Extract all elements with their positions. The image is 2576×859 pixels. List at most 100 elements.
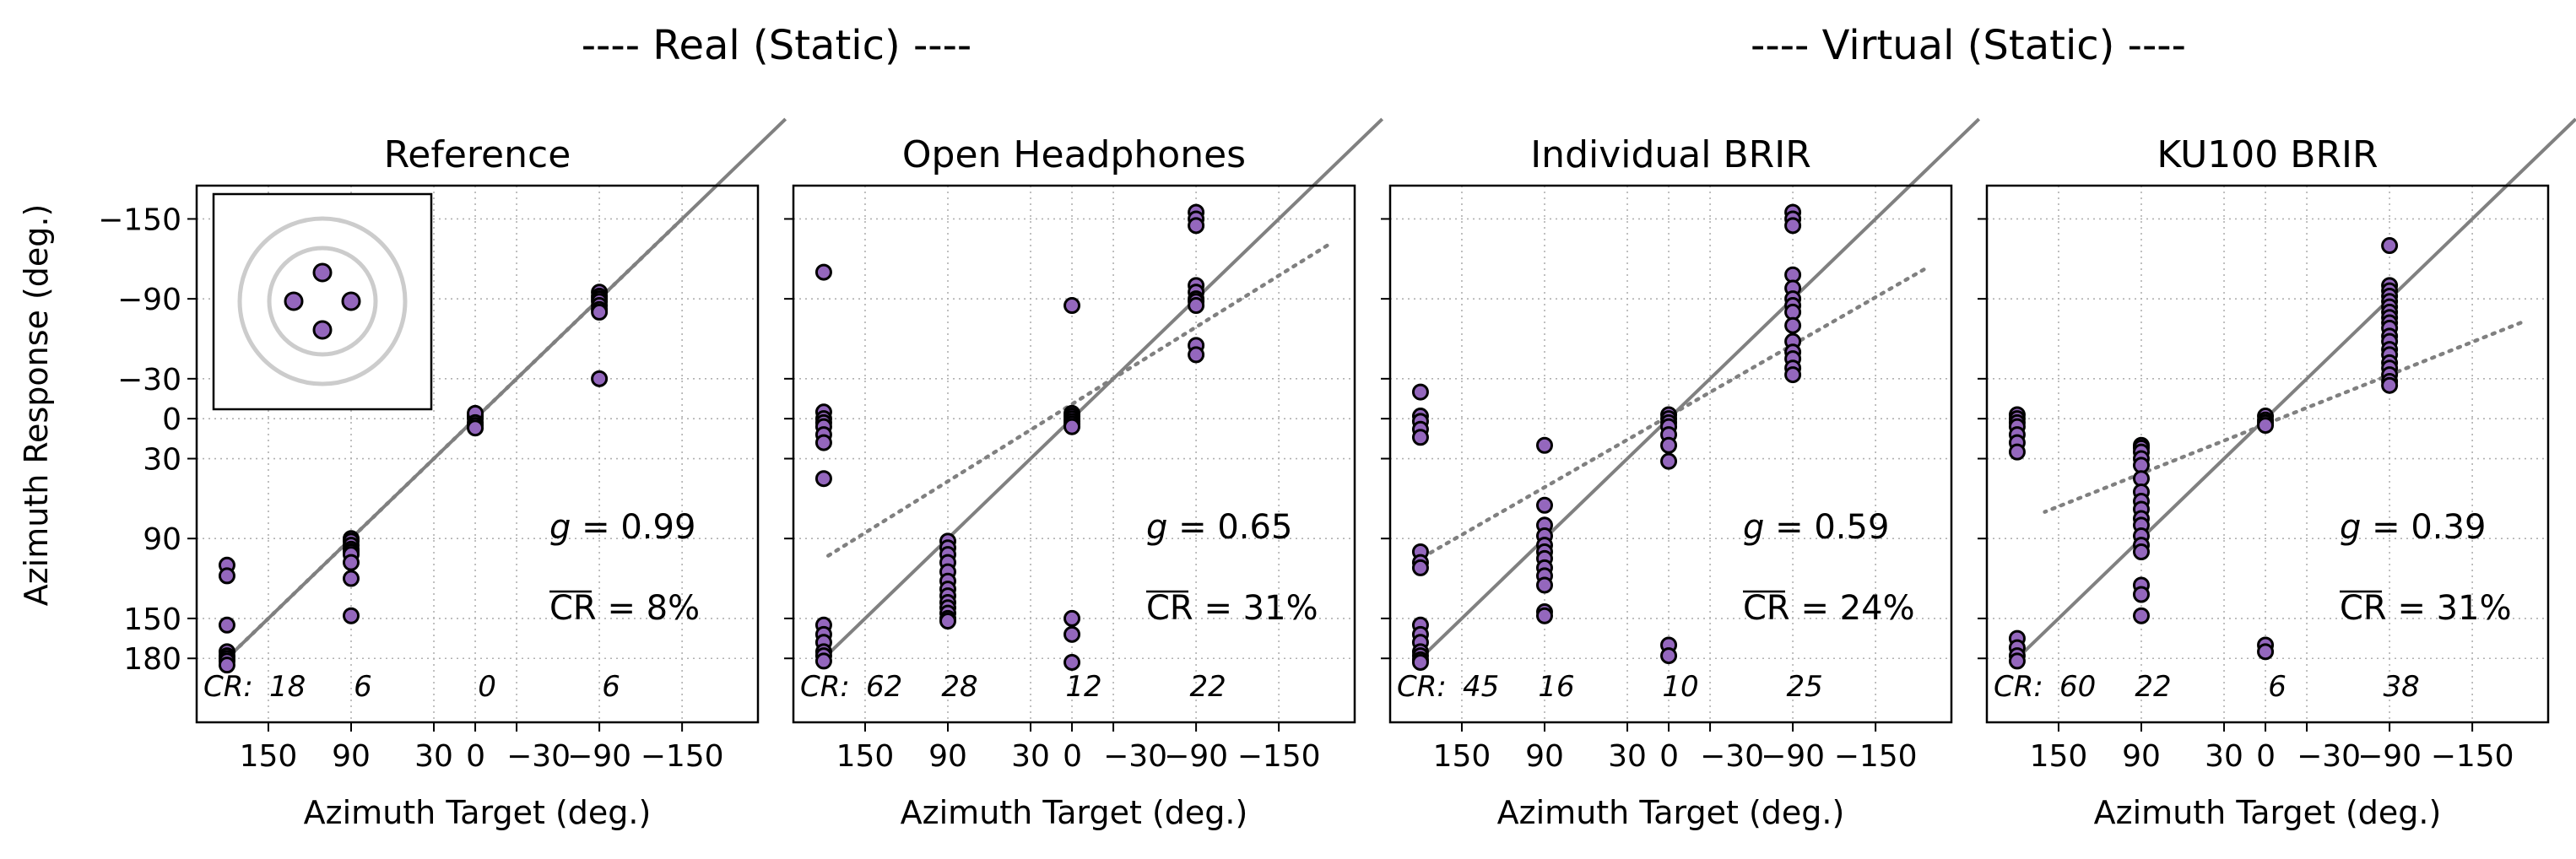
x-axis-label: Azimuth Target (deg.) bbox=[2094, 794, 2442, 831]
x-tick-label: −150 bbox=[2431, 739, 2514, 774]
data-point bbox=[1411, 559, 1429, 576]
data-point bbox=[1660, 647, 1678, 665]
x-tick-label: 0 bbox=[1063, 739, 1082, 774]
cr-count: 6 bbox=[2268, 670, 2286, 704]
x-tick-label: 30 bbox=[1011, 739, 1050, 774]
cr-count: 62 bbox=[866, 670, 902, 704]
x-tick-label: 90 bbox=[928, 739, 967, 774]
data-point bbox=[2132, 607, 2150, 624]
identity-line bbox=[2009, 117, 2576, 667]
gain-annotation: g = 0.39 bbox=[2340, 508, 2486, 547]
x-tick-label: −90 bbox=[567, 739, 631, 774]
data-point bbox=[2132, 543, 2150, 560]
x-tick-label: 150 bbox=[240, 739, 298, 774]
y-tick-label: 150 bbox=[123, 602, 181, 637]
cr-count: 22 bbox=[2135, 670, 2171, 704]
panel-4: KU100 BRIR 150 90 30 0 −30−90 −150 Azimuth Targ… bbox=[1978, 117, 2576, 831]
axes-frame bbox=[792, 184, 1356, 724]
y-tick-label: −150 bbox=[98, 203, 181, 237]
data-point bbox=[1784, 366, 1802, 384]
x-tick-label: 0 bbox=[466, 739, 485, 774]
axes-frame bbox=[1985, 184, 2550, 724]
data-point bbox=[814, 263, 832, 281]
confusion-rate-annotation: CR = 24% bbox=[1743, 589, 1915, 628]
cr-count: 60 bbox=[2059, 670, 2096, 704]
data-point bbox=[1411, 383, 1429, 401]
data-point bbox=[1535, 436, 1553, 454]
cr-count: 6 bbox=[354, 670, 372, 704]
confusion-rate-annotation: CR = 8% bbox=[549, 589, 700, 628]
x-tick-label: 90 bbox=[332, 739, 371, 774]
x-tick-label: 30 bbox=[2205, 739, 2243, 774]
data-point bbox=[467, 419, 484, 437]
x-tick-label: −150 bbox=[641, 739, 724, 774]
gain-annotation: g = 0.99 bbox=[549, 508, 695, 547]
data-point bbox=[1535, 576, 1553, 594]
data-point bbox=[1063, 609, 1081, 627]
data-point bbox=[939, 613, 956, 630]
data-point bbox=[2008, 443, 2026, 461]
data-point bbox=[1784, 316, 1802, 334]
inset-source-dot bbox=[312, 320, 333, 340]
y-tick-label: 0 bbox=[162, 402, 181, 437]
x-tick-label: −30 bbox=[2297, 739, 2361, 774]
data-point bbox=[591, 370, 609, 387]
data-point bbox=[218, 567, 235, 585]
x-tick-label: −90 bbox=[2357, 739, 2422, 774]
inset-frame bbox=[212, 192, 433, 411]
data-point bbox=[342, 570, 360, 587]
data-point bbox=[1411, 653, 1429, 671]
confusion-rate-annotation: CR = 31% bbox=[2340, 589, 2512, 628]
data-point bbox=[2381, 237, 2399, 255]
x-tick-label: 150 bbox=[2030, 739, 2088, 774]
x-tick-label: −30 bbox=[1700, 739, 1764, 774]
cr-prefix: CR: bbox=[1994, 670, 2043, 704]
cr-count: 0 bbox=[478, 670, 496, 704]
cr-count: 28 bbox=[941, 670, 977, 704]
cr-count: 18 bbox=[269, 670, 306, 704]
data-point bbox=[1660, 452, 1678, 470]
data-point bbox=[1188, 297, 1205, 315]
data-point bbox=[1411, 429, 1429, 446]
group-title-virtual: ---- Virtual (Static) ---- bbox=[1751, 22, 2186, 69]
data-point bbox=[1063, 625, 1081, 643]
x-tick-label: 30 bbox=[1608, 739, 1647, 774]
x-tick-label: −150 bbox=[1237, 739, 1321, 774]
y-axis-label: Azimuth Response (deg.) bbox=[18, 204, 55, 607]
inset-source-dot bbox=[284, 291, 304, 311]
cr-prefix: CR: bbox=[1397, 670, 1447, 704]
axes-frame bbox=[195, 184, 760, 724]
axes-frame bbox=[1388, 184, 1953, 724]
identity-line bbox=[815, 117, 1384, 667]
cr-prefix: CR: bbox=[203, 670, 253, 704]
inset-inner-ring bbox=[267, 246, 378, 357]
data-point bbox=[1188, 346, 1205, 364]
y-tick-label: −30 bbox=[117, 363, 181, 397]
x-axis-label: Azimuth Target (deg.) bbox=[901, 794, 1248, 831]
panel-title: Reference bbox=[384, 133, 571, 176]
cr-count: 45 bbox=[1463, 670, 1499, 704]
gain-annotation: g = 0.65 bbox=[1146, 508, 1292, 547]
x-tick-label: 0 bbox=[2256, 739, 2276, 774]
inset-outer-ring bbox=[237, 216, 408, 386]
cr-count: 6 bbox=[602, 670, 620, 704]
x-tick-label: 150 bbox=[836, 739, 895, 774]
data-point bbox=[2257, 417, 2275, 435]
panel-3: Individual BRIR 150 90 30 0 −30−90 −150 Azimuth… bbox=[1381, 117, 1981, 831]
inset-head-diagram bbox=[212, 192, 433, 411]
gain-annotation: g = 0.59 bbox=[1743, 508, 1889, 547]
data-point bbox=[2008, 652, 2026, 670]
x-tick-label: −90 bbox=[1164, 739, 1228, 774]
data-point bbox=[1063, 653, 1081, 671]
cr-count: 38 bbox=[2383, 670, 2419, 704]
data-point bbox=[814, 652, 832, 670]
cr-count: 10 bbox=[1662, 670, 1698, 704]
data-point bbox=[1535, 496, 1553, 514]
data-point bbox=[1784, 217, 1802, 235]
inset-source-dot bbox=[312, 262, 333, 283]
data-point bbox=[2257, 643, 2275, 661]
panel-title: KU100 BRIR bbox=[2157, 133, 2378, 176]
panel-title: Open Headphones bbox=[902, 133, 1246, 176]
